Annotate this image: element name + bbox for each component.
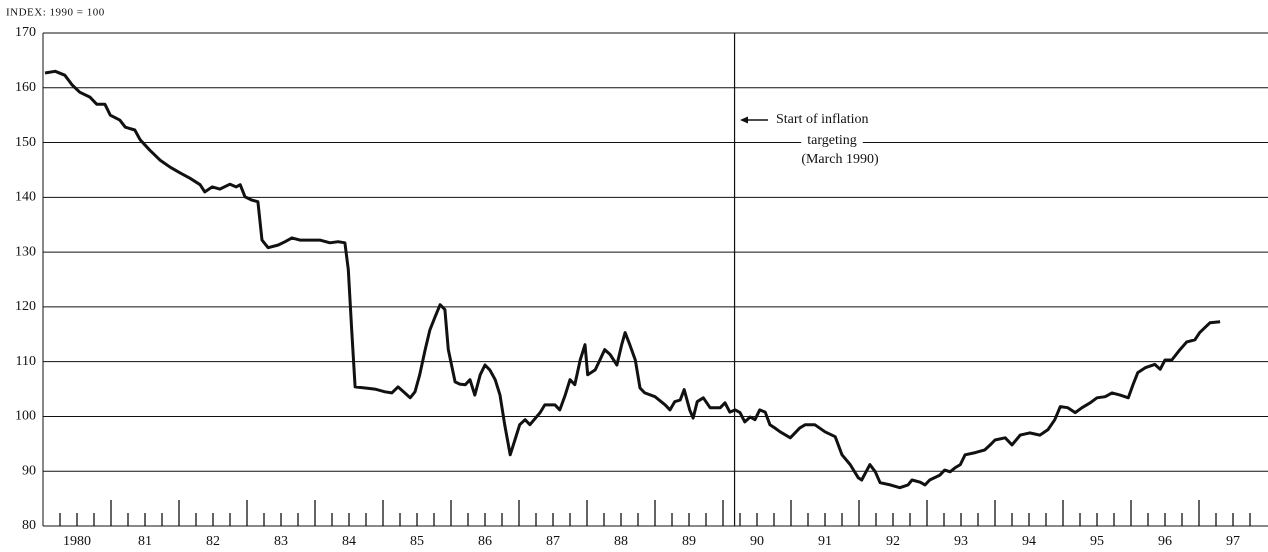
y-tick-label: 140 <box>15 190 36 205</box>
x-tick-label: 83 <box>274 534 288 549</box>
x-tick-label: 81 <box>138 534 152 549</box>
annotation-bg <box>795 152 886 168</box>
x-tick-label: 92 <box>886 534 900 549</box>
x-tick-label: 84 <box>342 534 356 549</box>
y-tick-label: 100 <box>15 409 36 424</box>
x-tick-label: 95 <box>1090 534 1104 549</box>
x-tick-label: 96 <box>1158 534 1172 549</box>
chart-title: INDEX: 1990 = 100 <box>6 7 105 19</box>
x-tick-label: 91 <box>818 534 832 549</box>
x-tick-label: 94 <box>1022 534 1036 549</box>
x-tick-label: 88 <box>614 534 628 549</box>
annotation-arrowhead <box>740 116 748 124</box>
y-tick-label: 170 <box>15 25 36 40</box>
annotation-bg <box>770 112 875 128</box>
y-tick-label: 120 <box>15 299 36 314</box>
x-tick-label: 86 <box>478 534 492 549</box>
x-tick-label: 93 <box>954 534 968 549</box>
x-tick-label: 1980 <box>63 534 91 549</box>
annotation-bg <box>801 133 863 149</box>
y-tick-label: 160 <box>15 80 36 95</box>
y-tick-label: 150 <box>15 135 36 150</box>
line-series <box>44 69 1221 490</box>
y-tick-label: 80 <box>22 518 36 533</box>
x-tick-label: 90 <box>750 534 764 549</box>
x-tick-label: 85 <box>410 534 424 549</box>
annotation-text: (March 1990) <box>801 152 879 167</box>
x-tick-label: 82 <box>206 534 220 549</box>
x-tick-label: 87 <box>546 534 560 549</box>
x-tick-label: 97 <box>1226 534 1240 549</box>
y-tick-label: 130 <box>15 244 36 259</box>
annotation-text: Start of inflation <box>776 112 869 127</box>
y-tick-label: 90 <box>22 463 36 478</box>
x-tick-label: 89 <box>682 534 696 549</box>
y-tick-label: 110 <box>16 354 36 369</box>
annotation-text: targeting <box>807 133 857 148</box>
